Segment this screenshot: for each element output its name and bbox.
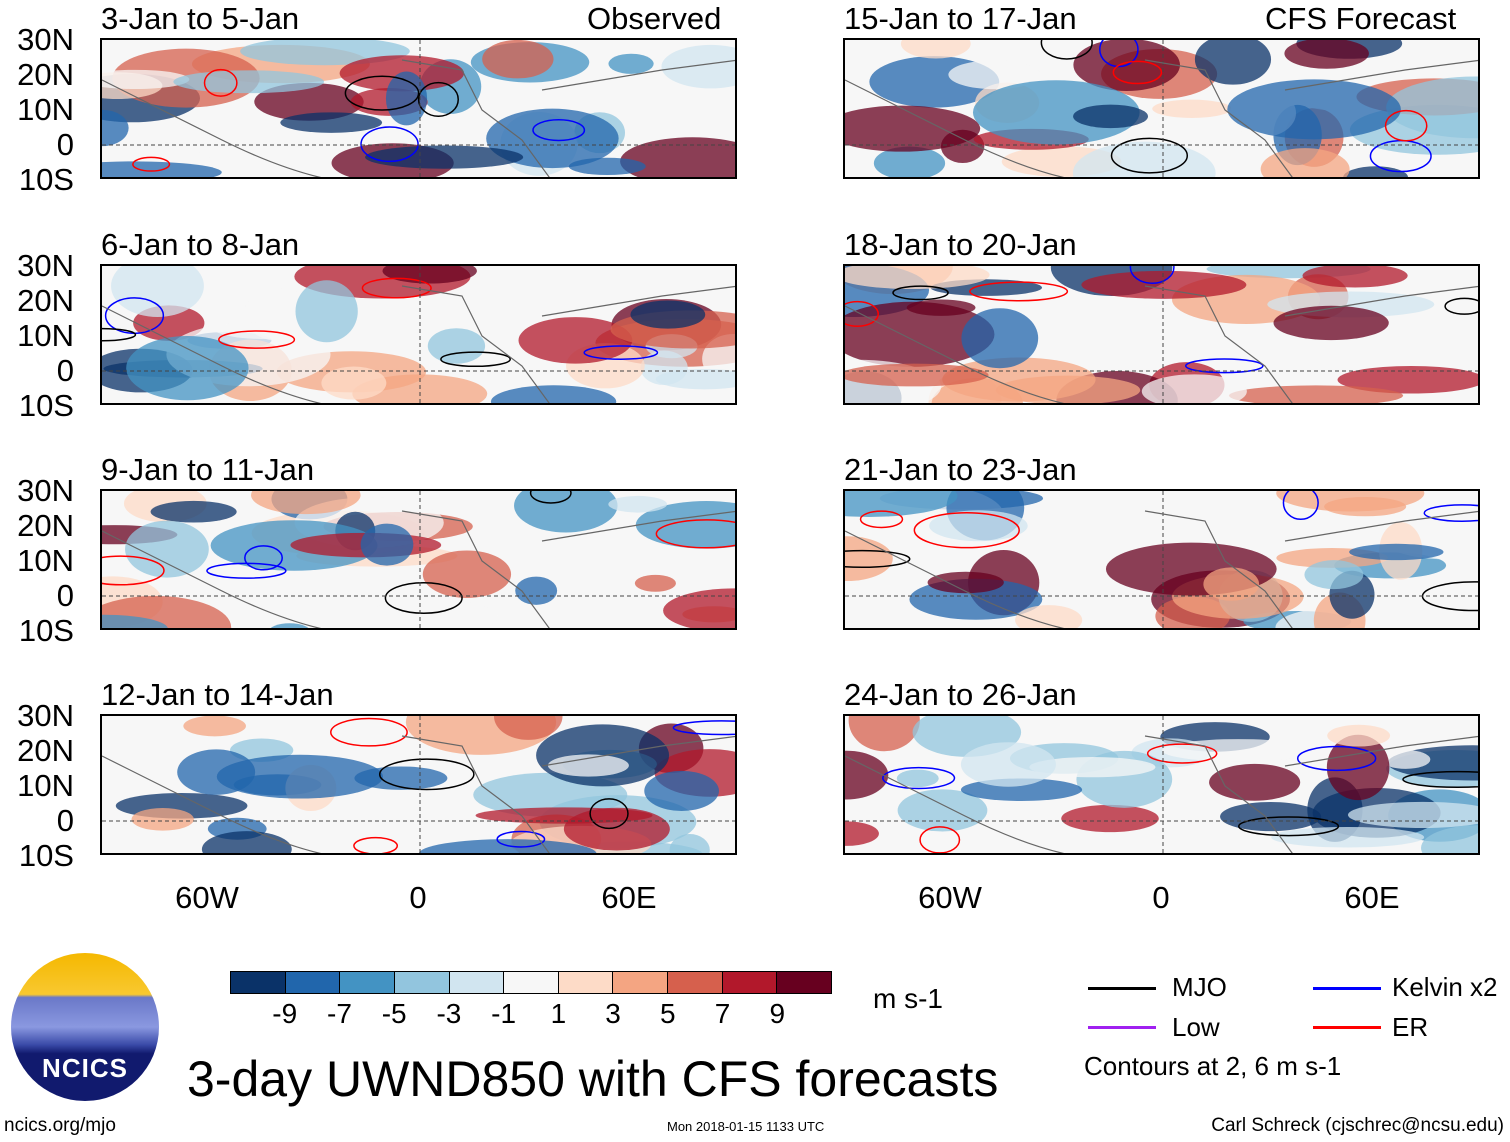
panel-title: 3-Jan to 5-Jan bbox=[101, 1, 300, 36]
colorbar-swatch bbox=[668, 972, 723, 993]
x-tick-label: 0 bbox=[409, 880, 427, 915]
panel-title: 18-Jan to 20-Jan bbox=[844, 227, 1077, 262]
map-panel bbox=[843, 38, 1480, 179]
colorbar-swatch bbox=[449, 972, 505, 993]
panel-title: 24-Jan to 26-Jan bbox=[844, 677, 1077, 712]
x-tick-label: 60E bbox=[1344, 880, 1400, 915]
y-tick-label: 20N bbox=[17, 57, 74, 92]
y-tick-label: 10S bbox=[18, 838, 74, 873]
legend-kelvin: Kelvin x2 bbox=[1392, 972, 1498, 1002]
y-tick-label: 30N bbox=[17, 698, 74, 733]
colorbar-label: 9 bbox=[769, 998, 786, 1029]
x-tick-label: 60W bbox=[918, 880, 982, 915]
observed-header: Observed bbox=[587, 1, 722, 36]
panel-title: 9-Jan to 11-Jan bbox=[101, 452, 315, 487]
colorbar-label: 1 bbox=[550, 998, 567, 1029]
y-tick-label: 30N bbox=[17, 248, 74, 283]
colorbar-units: m s-1 bbox=[873, 983, 943, 1014]
map-panel bbox=[100, 714, 737, 855]
contour-note: Contours at 2, 6 m s-1 bbox=[1084, 1051, 1342, 1081]
colorbar-label: -1 bbox=[491, 998, 517, 1029]
colorbar-label: -5 bbox=[381, 998, 407, 1029]
colorbar-label: -3 bbox=[436, 998, 462, 1029]
colorbar-swatch bbox=[722, 972, 778, 993]
y-tick-label: 0 bbox=[56, 353, 74, 388]
panel-title: 6-Jan to 8-Jan bbox=[101, 227, 300, 262]
y-tick-label: 10N bbox=[17, 543, 74, 578]
y-tick-label: 10S bbox=[18, 613, 74, 648]
x-tick-label: 0 bbox=[1152, 880, 1170, 915]
footer-timestamp: Mon 2018-01-15 1133 UTC bbox=[667, 1119, 825, 1134]
footer-author: Carl Schreck (cjschrec@ncsu.edu) bbox=[1211, 1115, 1504, 1136]
panel-title: 12-Jan to 14-Jan bbox=[101, 677, 334, 712]
map-panel bbox=[100, 489, 737, 630]
ncics-logo: NCICS bbox=[11, 953, 159, 1101]
footer-url[interactable]: ncics.org/mjo bbox=[4, 1115, 116, 1136]
map-panel bbox=[100, 264, 737, 405]
x-tick-label: 60W bbox=[175, 880, 239, 915]
figure-title: 3-day UWND850 with CFS forecasts bbox=[187, 1051, 999, 1107]
legend-er: ER bbox=[1392, 1012, 1429, 1042]
y-tick-label: 30N bbox=[17, 22, 74, 57]
colorbar bbox=[230, 971, 832, 994]
colorbar-swatch bbox=[394, 972, 450, 993]
colorbar-swatch bbox=[285, 972, 341, 993]
panel-title: 15-Jan to 17-Jan bbox=[844, 1, 1077, 36]
y-tick-label: 0 bbox=[56, 803, 74, 838]
logo-text: NCICS bbox=[42, 1053, 128, 1083]
y-tick-label: 0 bbox=[56, 578, 74, 613]
y-tick-label: 20N bbox=[17, 508, 74, 543]
y-tick-label: 10N bbox=[17, 768, 74, 803]
colorbar-label: -7 bbox=[327, 998, 352, 1029]
colorbar-label: -9 bbox=[272, 998, 298, 1029]
y-tick-label: 0 bbox=[56, 127, 74, 162]
legend-mjo-line bbox=[1088, 987, 1156, 990]
colorbar-label: 3 bbox=[605, 998, 621, 1029]
colorbar-label: 5 bbox=[660, 998, 676, 1029]
colorbar-swatch bbox=[558, 972, 614, 993]
legend-low-line bbox=[1088, 1026, 1156, 1029]
colorbar-swatch bbox=[613, 972, 669, 993]
colorbar-swatch bbox=[340, 972, 395, 993]
y-tick-label: 10S bbox=[18, 162, 74, 197]
map-panel bbox=[843, 714, 1480, 855]
legend-mjo: MJO bbox=[1172, 972, 1227, 1002]
legend-er-line bbox=[1313, 1026, 1381, 1029]
colorbar-swatch bbox=[777, 972, 832, 993]
y-tick-label: 20N bbox=[17, 733, 74, 768]
legend-low: Low bbox=[1172, 1012, 1220, 1042]
y-tick-label: 10S bbox=[18, 388, 74, 423]
colorbar-swatch bbox=[504, 972, 559, 993]
legend-kelvin-line bbox=[1313, 987, 1381, 990]
y-tick-label: 10N bbox=[17, 318, 74, 353]
colorbar-label: 7 bbox=[714, 998, 731, 1029]
colorbar-swatch bbox=[231, 972, 286, 993]
forecast-header: CFS Forecast bbox=[1265, 1, 1457, 36]
map-panel bbox=[843, 489, 1480, 630]
y-tick-label: 30N bbox=[17, 473, 74, 508]
x-tick-label: 60E bbox=[601, 880, 657, 915]
map-panel bbox=[100, 38, 737, 179]
y-tick-label: 10N bbox=[17, 92, 74, 127]
map-panel bbox=[843, 264, 1480, 405]
panel-title: 21-Jan to 23-Jan bbox=[844, 452, 1077, 487]
y-tick-label: 20N bbox=[17, 283, 74, 318]
